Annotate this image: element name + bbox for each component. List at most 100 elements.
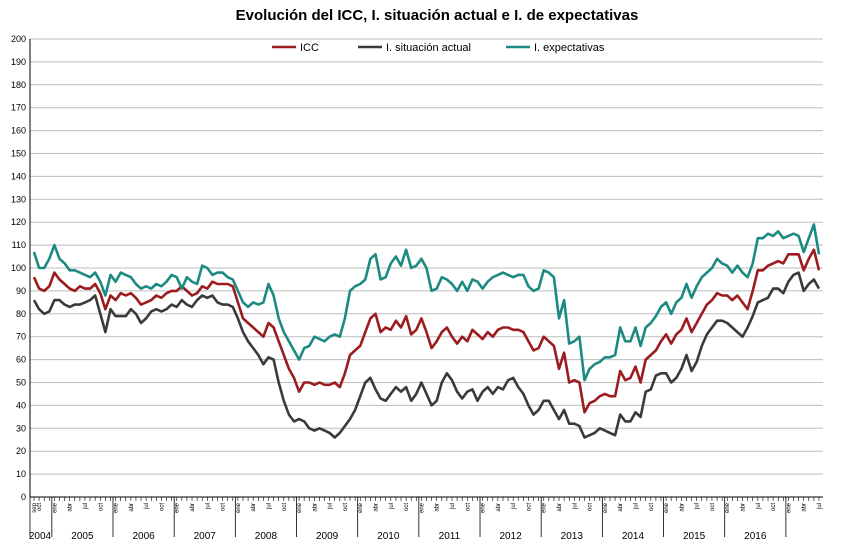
x-month-label: jul <box>450 503 456 510</box>
x-month-label: abr <box>741 503 747 512</box>
y-tick-label: 100 <box>11 263 26 273</box>
x-year-label: 2016 <box>744 531 767 542</box>
x-month-label: jul <box>266 503 272 510</box>
x-month-label: ene <box>52 502 58 513</box>
x-month-label: sep <box>32 502 38 512</box>
y-tick-label: 160 <box>11 126 26 136</box>
y-tick-label: 130 <box>11 194 26 204</box>
x-month-label: oct <box>404 503 410 511</box>
x-month-label: jul <box>389 503 395 510</box>
y-tick-label: 0 <box>21 492 26 502</box>
x-month-label: abr <box>496 503 502 512</box>
y-tick-label: 150 <box>11 149 26 159</box>
x-month-label: jul <box>633 503 639 510</box>
x-month-label: oct <box>771 503 777 511</box>
x-month-label: ene <box>664 502 670 513</box>
y-tick-label: 170 <box>11 103 26 113</box>
x-month-label: jul <box>572 503 578 510</box>
x-year-label: 2012 <box>499 531 522 542</box>
x-month-label: jul <box>328 503 334 510</box>
x-month-label: oct <box>343 503 349 511</box>
x-year-label: 2009 <box>316 531 339 542</box>
y-tick-label: 60 <box>16 355 26 365</box>
x-month-label: abr <box>190 503 196 512</box>
x-month-label: oct <box>710 503 716 511</box>
x-month-label: abr <box>802 503 808 512</box>
y-tick-label: 180 <box>11 80 26 90</box>
x-month-label: ene <box>419 502 425 513</box>
y-tick-label: 110 <box>12 240 26 250</box>
x-month-label: abr <box>374 503 380 512</box>
y-tick-label: 20 <box>16 446 26 456</box>
x-year-label: 2011 <box>439 531 461 542</box>
x-month-label: oct <box>37 503 43 511</box>
x-month-label: ene <box>358 502 364 513</box>
x-year-label: 2008 <box>255 531 278 542</box>
x-month-label: ene <box>542 502 548 513</box>
x-month-label: abr <box>312 503 318 512</box>
x-month-label: oct <box>588 503 594 511</box>
x-month-label: oct <box>221 503 227 511</box>
x-month-label: ene <box>236 502 242 513</box>
x-month-label: abr <box>435 503 441 512</box>
y-tick-label: 70 <box>16 332 26 342</box>
y-tick-label: 90 <box>16 286 26 296</box>
series-line-icc <box>32 248 821 414</box>
series-lines <box>32 223 821 439</box>
x-month-label: abr <box>68 503 74 512</box>
x-year-label: 2007 <box>194 531 217 542</box>
legend: ICC I. situación actual I. expectativas <box>272 42 605 54</box>
y-tick-label: 50 <box>16 378 26 388</box>
x-year-label: 2006 <box>132 531 155 542</box>
x-year-label: 2005 <box>71 531 94 542</box>
x-month-label: ene <box>725 502 731 513</box>
x-month-label: oct <box>526 503 532 511</box>
x-month-label: ene <box>297 502 303 513</box>
y-tick-label: 140 <box>11 171 26 181</box>
legend-label: ICC <box>300 42 319 54</box>
x-month-label: jul <box>756 503 762 510</box>
x-month-label: jul <box>511 503 517 510</box>
x-year-label: 2004 <box>29 531 52 542</box>
x-axis: sep oct ene abr jul oct ene abr jul oct ene abr jul o… <box>29 497 823 542</box>
x-month-label: abr <box>129 503 135 512</box>
y-tick-label: 40 <box>16 400 26 410</box>
series-line-expectativas <box>32 223 821 382</box>
x-month-label: ene <box>175 502 181 513</box>
x-year-label: 2015 <box>683 531 706 542</box>
x-month-label: abr <box>618 503 624 512</box>
x-month-label: oct <box>98 503 104 511</box>
chart-title: Evolución del ICC, I. situación actual e… <box>236 7 639 24</box>
x-month-label: abr <box>251 503 257 512</box>
x-month-label: ene <box>481 502 487 513</box>
x-month-label: oct <box>649 503 655 511</box>
legend-label: I. situación actual <box>386 42 471 54</box>
x-month-label: abr <box>679 503 685 512</box>
grid-lines <box>30 38 823 498</box>
y-tick-label: 80 <box>16 309 26 319</box>
x-month-label: oct <box>159 503 165 511</box>
x-month-label: jul <box>695 503 701 510</box>
x-month-label: jul <box>83 503 89 510</box>
y-tick-label: 10 <box>16 469 26 479</box>
x-month-label: ene <box>603 502 609 513</box>
x-month-label: ene <box>786 502 792 513</box>
x-month-label: jul <box>817 503 823 510</box>
x-month-label: abr <box>557 503 563 512</box>
y-tick-label: 30 <box>16 423 26 433</box>
legend-label: I. expectativas <box>534 42 605 54</box>
y-tick-label: 120 <box>11 217 26 227</box>
y-tick-label: 200 <box>11 34 26 44</box>
x-year-label: 2013 <box>561 531 584 542</box>
x-month-label: oct <box>282 503 288 511</box>
x-month-label: jul <box>144 503 150 510</box>
x-year-label: 2010 <box>377 531 400 542</box>
x-month-label: ene <box>114 502 120 513</box>
y-tick-label: 190 <box>11 57 26 67</box>
x-year-label: 2014 <box>622 531 645 542</box>
x-month-label: jul <box>205 503 211 510</box>
series-line-situacion-actual <box>32 271 821 439</box>
x-month-label: oct <box>465 503 471 511</box>
